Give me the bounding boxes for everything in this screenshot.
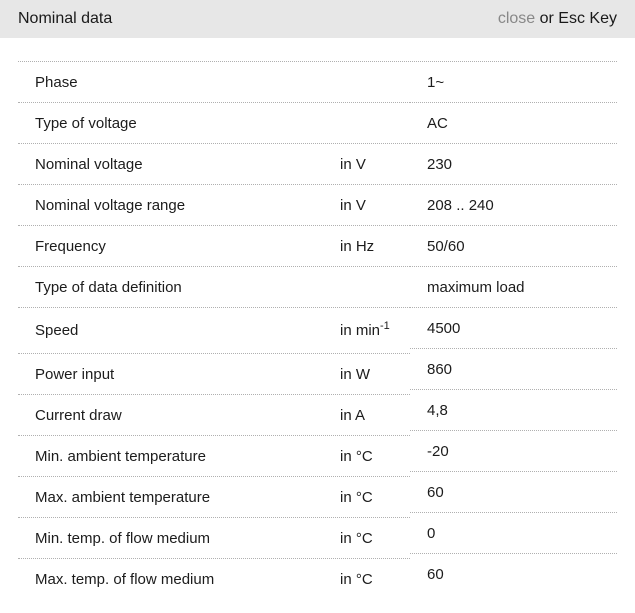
table-row-right: 0 (410, 513, 617, 554)
table-row-right: 4500 (410, 308, 617, 349)
row-unit: in °C (340, 488, 373, 506)
row-value: 0 (427, 524, 436, 542)
table-row-left: Max. ambient temperature in °C (18, 477, 410, 518)
table-row-right: 230 (410, 144, 617, 185)
table-col-right: 1~ AC 230 208 .. 240 50/60 maximum load … (410, 62, 617, 595)
table-row-right: 208 .. 240 (410, 185, 617, 226)
row-value: 230 (427, 155, 453, 173)
table-row-left: Nominal voltage range in V (18, 185, 410, 226)
row-value: 1~ (427, 73, 445, 91)
table-row-right: -20 (410, 431, 617, 472)
row-label: Phase (35, 73, 78, 91)
row-label: Type of data definition (35, 278, 182, 296)
row-unit: in Hz (340, 237, 375, 255)
row-value: 60 (427, 566, 444, 583)
row-label: Power input (35, 365, 115, 383)
row-unit: in °C (340, 571, 373, 588)
table-row-left: Current draw in A (18, 395, 410, 436)
close-area: close or Esc Key (498, 10, 617, 28)
table-row-right: 860 (410, 349, 617, 390)
row-unit: in °C (340, 447, 373, 465)
row-label: Type of voltage (35, 114, 137, 132)
table-row-right: 60 (410, 472, 617, 513)
row-value: 860 (427, 360, 453, 378)
table-row-right: 60 (410, 554, 617, 595)
close-hint-text: or Esc Key (535, 10, 617, 27)
nominal-data-table: Phase Type of voltage Nominal voltage in… (18, 61, 617, 600)
table-row-left: Speed in min-1 (18, 308, 410, 354)
row-value: 50/60 (427, 237, 465, 255)
row-label: Nominal voltage range (35, 196, 186, 214)
table-row-left: Min. ambient temperature in °C (18, 436, 410, 477)
table-row-left: Frequency in Hz (18, 226, 410, 267)
table-row-left: Type of voltage (18, 103, 410, 144)
table-col-left: Phase Type of voltage Nominal voltage in… (18, 62, 410, 600)
table-row-right: 1~ (410, 62, 617, 103)
table-row-left: Max. temp. of flow medium in °C (18, 559, 410, 600)
row-label: Min. ambient temperature (35, 447, 206, 465)
row-unit: in W (340, 365, 370, 383)
table-row-left: Power input in W (18, 354, 410, 395)
row-label: Speed (35, 322, 79, 339)
row-label: Max. ambient temperature (35, 488, 211, 506)
row-unit: in A (340, 406, 366, 424)
table-row-right: AC (410, 103, 617, 144)
row-label: Max. temp. of flow medium (35, 571, 215, 588)
row-unit: in min-1 (340, 320, 390, 340)
row-value: AC (427, 114, 448, 132)
row-label: Nominal voltage (35, 155, 143, 173)
row-unit: in °C (340, 529, 373, 547)
row-unit: in V (340, 196, 366, 214)
dialog-header: Nominal data close or Esc Key (0, 0, 635, 38)
row-value: -20 (427, 442, 449, 460)
row-value: 60 (427, 483, 444, 501)
close-link[interactable]: close (497, 10, 536, 27)
row-label: Current draw (35, 406, 122, 424)
row-label: Min. temp. of flow medium (35, 529, 211, 547)
table-row-left: Nominal voltage in V (18, 144, 410, 185)
table-row-right: 4,8 (410, 390, 617, 431)
table-row-right: maximum load (410, 267, 617, 308)
table-row-left: Phase (18, 62, 410, 103)
row-value: 4,8 (427, 401, 448, 419)
table-row-left: Min. temp. of flow medium in °C (18, 518, 410, 559)
row-value: 208 .. 240 (427, 196, 494, 214)
row-value: maximum load (427, 278, 525, 296)
row-value: 4500 (427, 319, 461, 337)
nominal-data-dialog: Nominal data close or Esc Key Phase Type… (0, 0, 635, 600)
row-unit: in V (340, 155, 366, 173)
table-row-right: 50/60 (410, 226, 617, 267)
row-label: Frequency (35, 237, 106, 255)
table-row-left: Type of data definition (18, 267, 410, 308)
dialog-title: Nominal data (18, 10, 113, 27)
